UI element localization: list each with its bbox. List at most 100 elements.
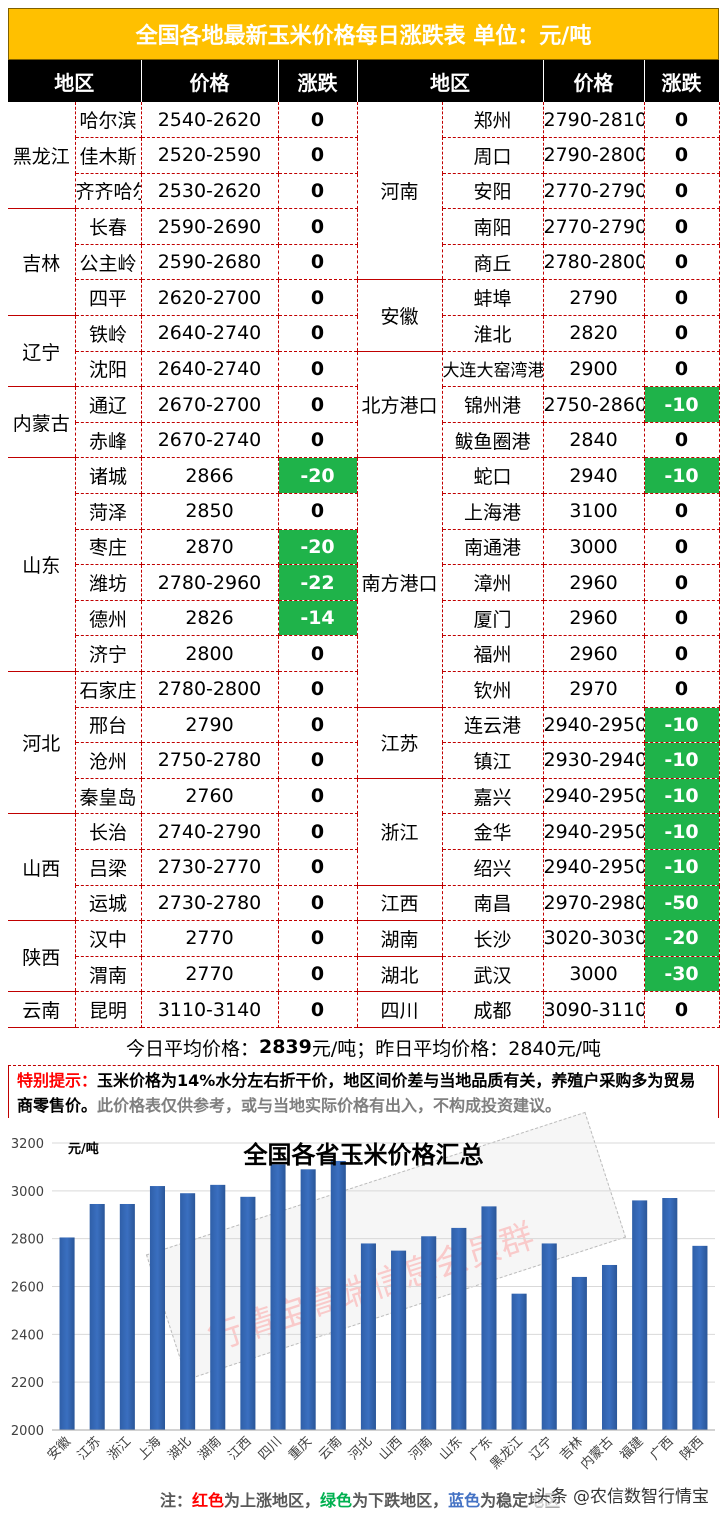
legend-green-suffix: 为下跌地区， bbox=[352, 1491, 449, 1510]
table-row: 吉林 长春 2590-2690 0 南阳 2770-2790 0 bbox=[8, 208, 720, 317]
col-header-change-left: 涨跌 bbox=[278, 60, 358, 102]
price-cell: 2826 bbox=[141, 600, 279, 637]
legend-blue: 蓝色 bbox=[448, 1491, 481, 1510]
table-row: 菏泽 2850 0 上海港 3100 0 bbox=[8, 493, 720, 530]
price-cell: 2750-2780 bbox=[141, 742, 279, 779]
y-axis-label: 元/吨 bbox=[68, 1141, 99, 1157]
change-cell: 0 bbox=[278, 208, 358, 245]
price-cell: 2770-2790 bbox=[543, 173, 645, 210]
col-header-region-right: 地区 bbox=[357, 60, 544, 102]
province-cell: 浙江 bbox=[357, 778, 443, 886]
province-cell: 安徽 bbox=[357, 279, 443, 352]
legend-red-suffix: 为上涨地区， bbox=[224, 1491, 321, 1510]
price-cell: 3000 bbox=[543, 529, 645, 566]
change-cell: 0 bbox=[644, 137, 720, 174]
change-cell: -50 bbox=[644, 885, 720, 922]
change-cell: 0 bbox=[278, 137, 358, 174]
city-cell: 沈阳 bbox=[75, 351, 142, 388]
price-cell: 2790 bbox=[543, 279, 645, 317]
change-cell: -14 bbox=[278, 600, 358, 637]
city-cell: 大连大窑湾港 bbox=[442, 351, 544, 388]
city-cell: 昆明 bbox=[75, 991, 142, 1028]
bar bbox=[180, 1193, 196, 1430]
change-cell: 0 bbox=[644, 244, 720, 281]
x-tick-label: 云南 bbox=[315, 1434, 345, 1464]
change-cell: 0 bbox=[644, 422, 720, 459]
bar bbox=[391, 1250, 407, 1430]
y-tick-label: 3000 bbox=[11, 1185, 44, 1200]
y-tick-label: 2400 bbox=[11, 1328, 44, 1343]
city-cell: 德州 bbox=[75, 600, 142, 637]
table-row: 运城 2730-2780 0 江西 南昌 2970-2980 -50 bbox=[8, 885, 720, 922]
y-tick-label: 3200 bbox=[11, 1137, 44, 1152]
city-cell: 厦门 bbox=[442, 600, 544, 637]
table-row: 山东 诸城 2866 -20 南方港口 蛇口 2940 -10 bbox=[8, 457, 720, 708]
city-cell: 沧州 bbox=[75, 742, 142, 779]
change-cell: 0 bbox=[278, 244, 358, 281]
city-cell: 南阳 bbox=[442, 208, 544, 245]
city-cell: 连云港 bbox=[442, 707, 544, 744]
province-cell: 江苏 bbox=[357, 707, 443, 779]
city-cell: 长治 bbox=[75, 813, 142, 850]
city-cell: 镇江 bbox=[442, 742, 544, 779]
table-row: 内蒙古 通辽 2670-2700 0 锦州港 2750-2860 -10 bbox=[8, 386, 720, 459]
city-cell: 石家庄 bbox=[75, 671, 142, 708]
today-avg-value: 2839 bbox=[258, 1036, 312, 1058]
change-cell: 0 bbox=[278, 885, 358, 922]
price-cell: 2790-2800 bbox=[543, 137, 645, 174]
x-tick-label: 浙江 bbox=[105, 1434, 134, 1463]
yesterday-avg-value: 2840元/吨 bbox=[508, 1037, 602, 1060]
col-header-price-right: 价格 bbox=[543, 60, 645, 102]
x-tick-label: 江西 bbox=[226, 1434, 255, 1463]
bar bbox=[240, 1196, 256, 1430]
bar bbox=[541, 1243, 557, 1430]
price-cell: 3100 bbox=[543, 493, 645, 530]
x-tick-label: 四川 bbox=[256, 1434, 285, 1463]
change-cell: 0 bbox=[278, 279, 358, 317]
bar bbox=[210, 1184, 226, 1430]
legend-red: 红色 bbox=[192, 1491, 225, 1510]
change-cell: -10 bbox=[644, 742, 720, 779]
province-cell: 河北 bbox=[8, 671, 76, 815]
table-row: 佳木斯 2520-2590 0 周口 2790-2800 0 bbox=[8, 137, 720, 174]
legend-green: 绿色 bbox=[320, 1491, 353, 1510]
city-cell: 周口 bbox=[442, 137, 544, 174]
change-cell: 0 bbox=[278, 849, 358, 886]
price-cell: 2770-2790 bbox=[543, 208, 645, 245]
province-cell: 内蒙古 bbox=[8, 386, 76, 459]
table-row: 渭南 2770 0 湖北 武汉 3000 -30 bbox=[8, 956, 720, 993]
bar bbox=[571, 1276, 587, 1430]
change-cell: -20 bbox=[278, 457, 358, 495]
city-cell: 淮北 bbox=[442, 315, 544, 352]
city-cell: 渭南 bbox=[75, 956, 142, 993]
y-tick-label: 2200 bbox=[11, 1376, 44, 1391]
price-cell: 2960 bbox=[543, 600, 645, 637]
change-cell: -20 bbox=[644, 920, 720, 957]
change-cell: 0 bbox=[644, 351, 720, 388]
price-cell: 2840 bbox=[543, 422, 645, 459]
bar bbox=[300, 1169, 316, 1430]
province-cell: 河南 bbox=[357, 102, 443, 281]
city-cell: 齐齐哈尔 bbox=[75, 173, 142, 210]
change-cell: 0 bbox=[278, 173, 358, 210]
change-cell: 0 bbox=[644, 529, 720, 566]
x-tick-label: 湖南 bbox=[195, 1434, 225, 1464]
table-row: 济宁 2800 0 福州 2960 0 bbox=[8, 635, 720, 672]
change-cell: -20 bbox=[278, 529, 358, 566]
price-cell: 2750-2860 bbox=[543, 386, 645, 423]
city-cell: 诸城 bbox=[75, 457, 142, 495]
price-table: 地区 价格 涨跌 地区 价格 涨跌 黑龙江 哈尔滨 2540-2620 0 河南 郑州 27… bbox=[8, 60, 720, 1028]
table-row: 公主岭 2590-2680 0 商丘 2780-2800 0 bbox=[8, 244, 720, 281]
change-cell: 0 bbox=[278, 493, 358, 530]
bar bbox=[481, 1206, 497, 1430]
price-cell: 2780-2800 bbox=[141, 671, 279, 708]
price-cell: 2730-2770 bbox=[141, 849, 279, 886]
city-cell: 上海港 bbox=[442, 493, 544, 530]
price-cell: 2770 bbox=[141, 920, 279, 957]
table-row: 山西 长治 2740-2790 0 金华 2940-2950 -10 bbox=[8, 813, 720, 922]
change-cell: 0 bbox=[644, 279, 720, 317]
province-cell: 四川 bbox=[357, 991, 443, 1028]
change-cell: 0 bbox=[278, 707, 358, 744]
x-tick-label: 上海 bbox=[135, 1434, 164, 1463]
